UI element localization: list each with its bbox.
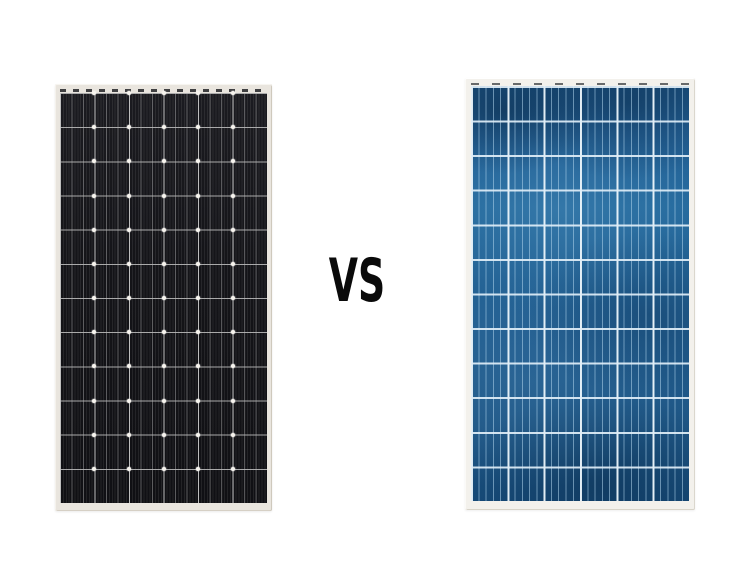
mono-panel-cell-grid bbox=[60, 91, 267, 503]
cell-joint-dot bbox=[230, 125, 235, 130]
cell-joint-dot bbox=[161, 125, 166, 130]
cell-joint-dot bbox=[92, 193, 97, 198]
cell-joint-dot bbox=[126, 261, 131, 266]
cell-joint-dot bbox=[126, 296, 131, 300]
cell-joint-dot bbox=[195, 466, 200, 471]
poly-panel-cell-grid bbox=[471, 86, 689, 501]
cell-joint-dot bbox=[161, 466, 166, 471]
cell-joint-dot bbox=[195, 364, 200, 369]
cell-joint-dot bbox=[230, 159, 235, 164]
cell-joint-dot bbox=[126, 466, 131, 471]
cell-joint-dot bbox=[126, 432, 131, 437]
cell-joint-dot bbox=[92, 261, 97, 266]
vs-label: VS bbox=[328, 246, 386, 316]
cell-joint-dot bbox=[195, 125, 200, 130]
cell-joint-dot bbox=[126, 159, 131, 164]
cell-joint-dot bbox=[92, 159, 97, 164]
poly-solar-panel-image bbox=[465, 78, 695, 510]
cell-joint-dot bbox=[195, 398, 200, 403]
cell-joint-dot bbox=[126, 91, 131, 95]
cell-joint-dot bbox=[161, 193, 166, 198]
poly-panel-top-edge bbox=[471, 82, 689, 86]
cell-joint-dot bbox=[230, 296, 235, 300]
cell-joint-dot bbox=[161, 432, 166, 437]
cell-joint-dot bbox=[230, 432, 235, 437]
cell-joint-dot bbox=[230, 330, 235, 335]
cell-joint-dot bbox=[161, 91, 166, 95]
cell-joint-dot bbox=[92, 432, 97, 437]
cell-joint-dot bbox=[195, 159, 200, 164]
cell-joint-dot bbox=[230, 91, 235, 95]
cell-joint-dot bbox=[92, 330, 97, 335]
cell-joint-dot bbox=[92, 364, 97, 369]
cell-joint-dot bbox=[92, 466, 97, 471]
mono-solar-panel-image bbox=[55, 84, 272, 511]
cell-joint-dot bbox=[195, 432, 200, 437]
cell-joint-dot bbox=[230, 398, 235, 403]
cell-joint-dot bbox=[195, 227, 200, 232]
cell-joint-dot bbox=[92, 125, 97, 130]
mono-panel-top-edge bbox=[60, 88, 267, 93]
cell-joint-dot bbox=[126, 364, 131, 369]
cell-joint-dot bbox=[92, 296, 97, 300]
cell-joint-dot bbox=[195, 261, 200, 266]
cell-joint-dot bbox=[126, 193, 131, 198]
cell-joint-dot bbox=[195, 330, 200, 335]
cell-joint-dot bbox=[230, 261, 235, 266]
cell-joint-dot bbox=[230, 227, 235, 232]
cell-joint-dot bbox=[230, 466, 235, 471]
cell-joint-dot bbox=[195, 193, 200, 198]
cell-joint-dot bbox=[195, 296, 200, 300]
cell-joint-dot bbox=[195, 91, 200, 95]
cell-joint-dot bbox=[92, 227, 97, 232]
cell-joint-dot bbox=[126, 227, 131, 232]
cell-joint-dot bbox=[92, 398, 97, 403]
cell-joint-dot bbox=[230, 364, 235, 369]
cell-joint-dot bbox=[230, 193, 235, 198]
cell-joint-dot bbox=[161, 330, 166, 335]
cell-joint-dot bbox=[161, 261, 166, 266]
cell-joint-dot bbox=[126, 125, 131, 130]
cell-joint-dot bbox=[161, 398, 166, 403]
cell-joint-dot bbox=[161, 159, 166, 164]
cell-joint-dot bbox=[126, 398, 131, 403]
cell-joint-dot bbox=[161, 364, 166, 369]
cell-joint-dot bbox=[161, 296, 166, 300]
cell-joint-dot bbox=[92, 91, 97, 95]
cell-joint-dot bbox=[126, 330, 131, 335]
cell-joint-dot bbox=[161, 227, 166, 232]
